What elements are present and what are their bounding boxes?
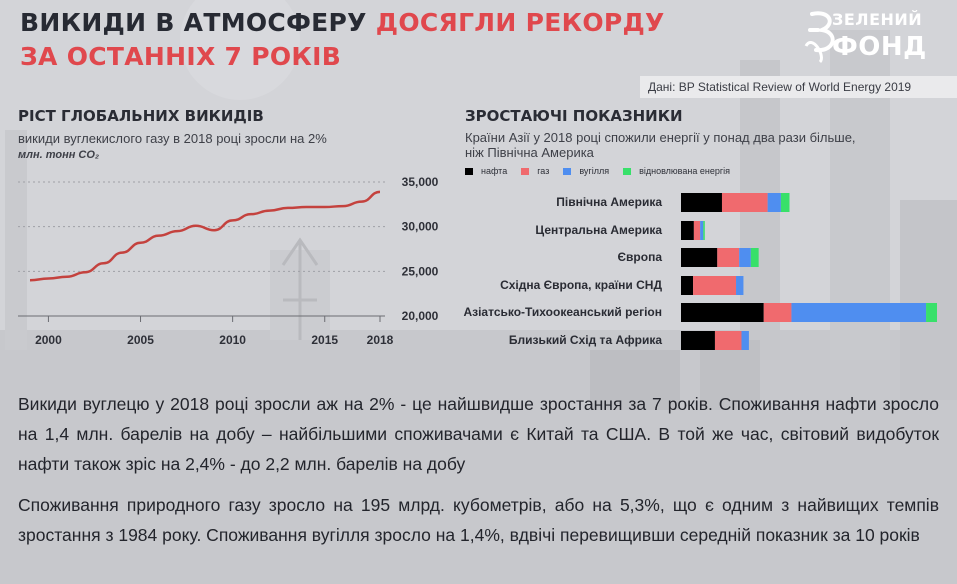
legend-swatch-oil	[465, 167, 473, 175]
bar-segment-газ	[763, 303, 792, 322]
legend-swatch-gas	[521, 167, 530, 175]
bar-segment-вугілля	[736, 276, 744, 295]
bar-category-label: Європа	[617, 250, 663, 264]
bar-segment-газ	[714, 331, 742, 350]
bar-segment-вугілля	[741, 331, 749, 350]
right-section-subtitle-1: Країни Азії у 2018 році спожили енергії …	[465, 130, 856, 145]
bar-segment-нафта	[681, 248, 718, 267]
logo-line2: ФОНД	[832, 32, 927, 62]
bar-segment-нафта	[681, 276, 694, 295]
zeleny-fond-logo-icon	[804, 11, 835, 64]
bar-segment-газ	[693, 276, 737, 295]
bar-segment-нафта	[681, 331, 715, 350]
logo-line1: ЗЕЛЕНИЙ	[832, 10, 923, 29]
legend-label-coal: вугілля	[579, 166, 610, 176]
left-section-heading: РІСТ ГЛОБАЛЬНИХ ВИКИДІВ	[18, 107, 264, 125]
legend-item-oil: нафта	[465, 166, 507, 176]
legend-item-renewable: відновлювана енергія	[623, 166, 730, 176]
legend-label-renewable: відновлювана енергія	[639, 166, 730, 176]
bar-segment-газ	[693, 221, 701, 240]
title-red-part: ДОСЯГЛИ РЕКОРДУ	[375, 8, 665, 37]
bar-segment-вугілля	[791, 303, 927, 322]
bar-category-label: Азіатсько-Тихоокеанський регіон	[463, 305, 662, 319]
bar-category-label: Східна Європа, країни СНД	[500, 278, 662, 292]
title-dark-part: ВИКИДИ В АТМОСФЕРУ	[20, 8, 367, 37]
bar-segment-вугілля	[767, 193, 781, 212]
x-tick-label: 2010	[219, 333, 246, 347]
y-tick-label: 20,000	[402, 309, 439, 323]
legend-item-gas: газ	[521, 166, 549, 176]
paragraph-emissions: Викиди вуглецю у 2018 році зросли аж на …	[18, 394, 939, 474]
bar-segment-нафта	[681, 221, 694, 240]
bar-segment-відновлювана-енергія	[750, 248, 759, 267]
legend-item-coal: вугілля	[563, 166, 609, 176]
bar-segment-відновлювана-енергія	[780, 193, 790, 212]
y-tick-label: 25,000	[402, 264, 439, 278]
bar-category-label: Північна Америка	[556, 195, 662, 209]
source-note: Дані: BP Statistical Review of World Ene…	[640, 76, 957, 98]
bar-legend: нафта газ вугілля відновлювана енергія	[465, 166, 730, 176]
paragraph-gas-coal: Споживання природного газу зросло на 195…	[18, 495, 939, 545]
emissions-series-line	[29, 190, 381, 282]
right-section-heading: ЗРОСТАЮЧІ ПОКАЗНИКИ	[465, 107, 683, 125]
y-tick-label: 35,000	[402, 175, 439, 189]
bar-category-label: Близький Схід та Африка	[508, 333, 662, 347]
bar-category-label: Центральна Америка	[535, 223, 662, 237]
legend-label-oil: нафта	[481, 166, 508, 176]
title-second-line: ЗА ОСТАННІХ 7 РОКІВ	[20, 42, 342, 71]
bar-segment-відновлювана-енергія	[703, 221, 705, 240]
bar-segment-вугілля	[739, 248, 751, 267]
bar-segment-нафта	[681, 303, 764, 322]
left-section-subtitle: викиди вуглекислого газу в 2018 році зро…	[18, 131, 327, 146]
bar-segment-вугілля	[700, 221, 704, 240]
bar-segment-газ	[721, 193, 768, 212]
bar-segment-нафта	[681, 193, 722, 212]
y-tick-label: 30,000	[402, 220, 439, 234]
bar-segment-відновлювана-енергія	[926, 303, 937, 322]
left-chart-unit: млн. тонн CO₂	[18, 149, 100, 161]
legend-label-gas: газ	[537, 166, 550, 176]
x-tick-label: 2015	[311, 333, 338, 347]
right-section-subtitle-2: ніж Північна Америка	[465, 145, 594, 160]
x-tick-label: 2000	[35, 333, 62, 347]
legend-swatch-renewable	[623, 167, 632, 175]
legend-swatch-coal	[563, 167, 572, 175]
x-tick-label: 2018	[367, 333, 394, 347]
page-title: ВИКИДИ В АТМОСФЕРУ ДОСЯГЛИ РЕКОРДУ ЗА ОС…	[20, 6, 665, 74]
bar-segment-газ	[717, 248, 740, 267]
x-tick-label: 2005	[127, 333, 154, 347]
